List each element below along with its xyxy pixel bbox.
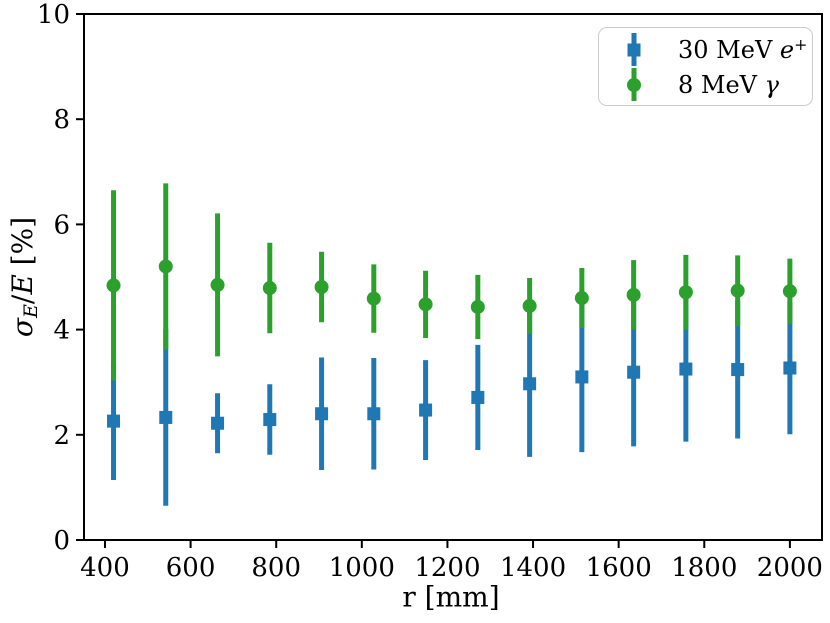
data-point-positrons <box>627 365 641 379</box>
y-axis-label-sigma: σ <box>6 318 40 338</box>
data-point-positrons <box>367 407 381 421</box>
x-tick-label: 400 <box>80 553 130 583</box>
y-axis-label-E: E <box>6 274 40 295</box>
data-point-positrons <box>471 390 485 404</box>
data-point-gammas <box>730 283 745 298</box>
x-axis: 400 600 800 1000 1200 1400 1600 1800 2000 <box>80 540 823 583</box>
y-tick-label: 8 <box>53 105 70 135</box>
x-tick-label: 2000 <box>757 553 823 583</box>
legend-label-prefix: 30 MeV <box>678 35 780 64</box>
legend-entry-positrons: 30 MeV e+ <box>599 32 812 67</box>
markers-layer <box>106 259 797 430</box>
data-point-positrons <box>107 414 121 428</box>
data-point-gammas <box>262 281 277 296</box>
data-point-positrons <box>731 363 745 377</box>
legend-marker-circle-icon <box>626 68 642 101</box>
x-tick-label: 1400 <box>500 553 566 583</box>
y-axis: 0 2 4 6 8 10 <box>37 0 84 556</box>
plot-border <box>83 13 823 541</box>
data-point-positrons <box>211 416 225 430</box>
x-tick-label: 1000 <box>329 553 395 583</box>
data-point-positrons <box>315 407 329 421</box>
y-axis-label: σE/E [%] <box>6 217 42 337</box>
y-tick-label: 10 <box>37 0 70 30</box>
data-point-positrons <box>783 361 797 375</box>
x-tick-label: 1200 <box>414 553 480 583</box>
data-point-gammas <box>626 287 641 302</box>
data-point-gammas <box>574 291 589 306</box>
x-tick-label: 1800 <box>671 553 737 583</box>
data-point-positrons <box>523 377 537 391</box>
y-tick-label: 4 <box>53 316 70 346</box>
data-point-positrons <box>159 410 173 424</box>
data-point-positrons <box>419 403 433 417</box>
y-axis-label-slash: / <box>6 294 40 305</box>
x-tick-label: 600 <box>166 553 216 583</box>
legend-label-prefix: 8 MeV <box>678 70 765 99</box>
legend-label-symbol: e <box>779 35 795 64</box>
data-point-gammas <box>678 285 693 300</box>
data-point-gammas <box>366 291 381 306</box>
data-point-positrons <box>263 413 277 427</box>
error-bars-layer <box>111 183 793 506</box>
data-point-gammas <box>522 298 537 313</box>
legend: 30 MeV e+ 8 MeV γ <box>598 27 813 106</box>
legend-label-charge: + <box>794 34 808 54</box>
data-point-gammas <box>470 299 485 314</box>
axes-spines <box>83 13 823 541</box>
data-point-positrons <box>679 362 693 376</box>
y-tick-label: 0 <box>53 526 70 556</box>
data-point-gammas <box>782 284 797 299</box>
legend-marker-square-icon <box>626 33 642 66</box>
y-tick-label: 2 <box>53 421 70 451</box>
data-point-gammas <box>158 259 173 274</box>
y-tick-label: 6 <box>53 210 70 240</box>
x-axis-label-unit: [mm] <box>415 580 500 614</box>
x-axis-label: r [mm] <box>402 581 499 614</box>
data-point-gammas <box>210 277 225 292</box>
y-axis-label-unit: [%] <box>6 216 40 275</box>
x-tick-label: 1600 <box>586 553 652 583</box>
legend-entry-gammas: 8 MeV γ <box>599 67 812 102</box>
data-point-gammas <box>314 279 329 294</box>
legend-label-symbol: γ <box>764 70 779 99</box>
data-point-positrons <box>575 370 589 384</box>
legend-square-marker <box>627 43 641 56</box>
data-point-gammas <box>106 278 121 293</box>
x-axis-label-name: r <box>402 580 416 614</box>
legend-circle-marker <box>627 77 641 92</box>
y-axis-label-subscript: E <box>19 304 42 319</box>
x-tick-label: 800 <box>251 553 301 583</box>
legend-label-gammas: 8 MeV γ <box>678 71 779 99</box>
data-point-gammas <box>418 297 433 312</box>
legend-label-positrons: 30 MeV e+ <box>678 36 807 64</box>
